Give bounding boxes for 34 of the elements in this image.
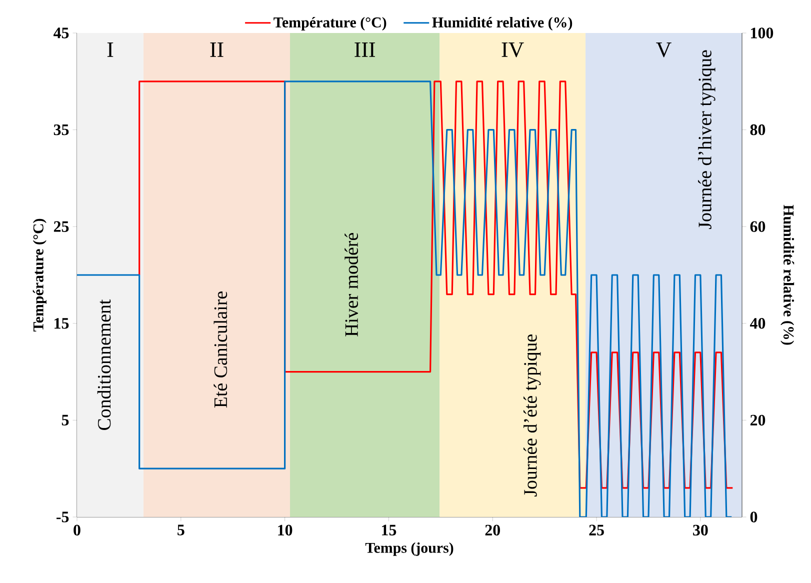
y-tick-label: 45 [54,28,69,38]
y2-tick-label: 0 [750,512,758,522]
y-tick-label: 25 [54,221,69,232]
y2-tick-label: 60 [750,221,766,232]
x-tick-label: 0 [74,524,80,536]
y-tick-label: 35 [54,124,69,136]
annotation: Conditionnement [97,299,111,430]
x-tick-label: 15 [382,524,396,536]
annotation: Eté Caniculaire [214,292,228,408]
y2-tick-label: 80 [750,124,766,136]
y-tick-label: -5 [56,512,69,522]
annotation: Hiver modéré [344,233,358,336]
band-label: I [107,42,114,57]
annotation: Journée d’hiver typique [698,50,716,229]
band-label: IV [502,42,524,58]
legend-label: Humidité relative (%) [432,16,572,31]
band-label: II [210,42,224,57]
x-tick-label: 20 [485,524,500,536]
y2-tick-label: 40 [750,318,766,329]
x-tick-label: 5 [178,524,184,536]
y-tick-label: 5 [62,414,69,426]
y2-tick-label: 20 [750,414,766,426]
band-label: V [656,42,672,58]
x-tick-label: 30 [693,524,708,536]
annotation: Journée d’été typique [523,334,541,496]
x-tick-label: 25 [589,524,604,536]
y2-tick-label: 100 [751,28,774,38]
x-tick-label: 10 [278,524,292,536]
y2-axis-title: Humidité relative (%) [780,204,794,345]
y-axis-title: Température (°C) [32,218,46,332]
x-axis-title: Temps (jours) [365,542,454,556]
band-label: III [354,42,376,57]
legend-label: Température (°C) [274,16,386,31]
y-tick-label: 15 [54,318,69,329]
